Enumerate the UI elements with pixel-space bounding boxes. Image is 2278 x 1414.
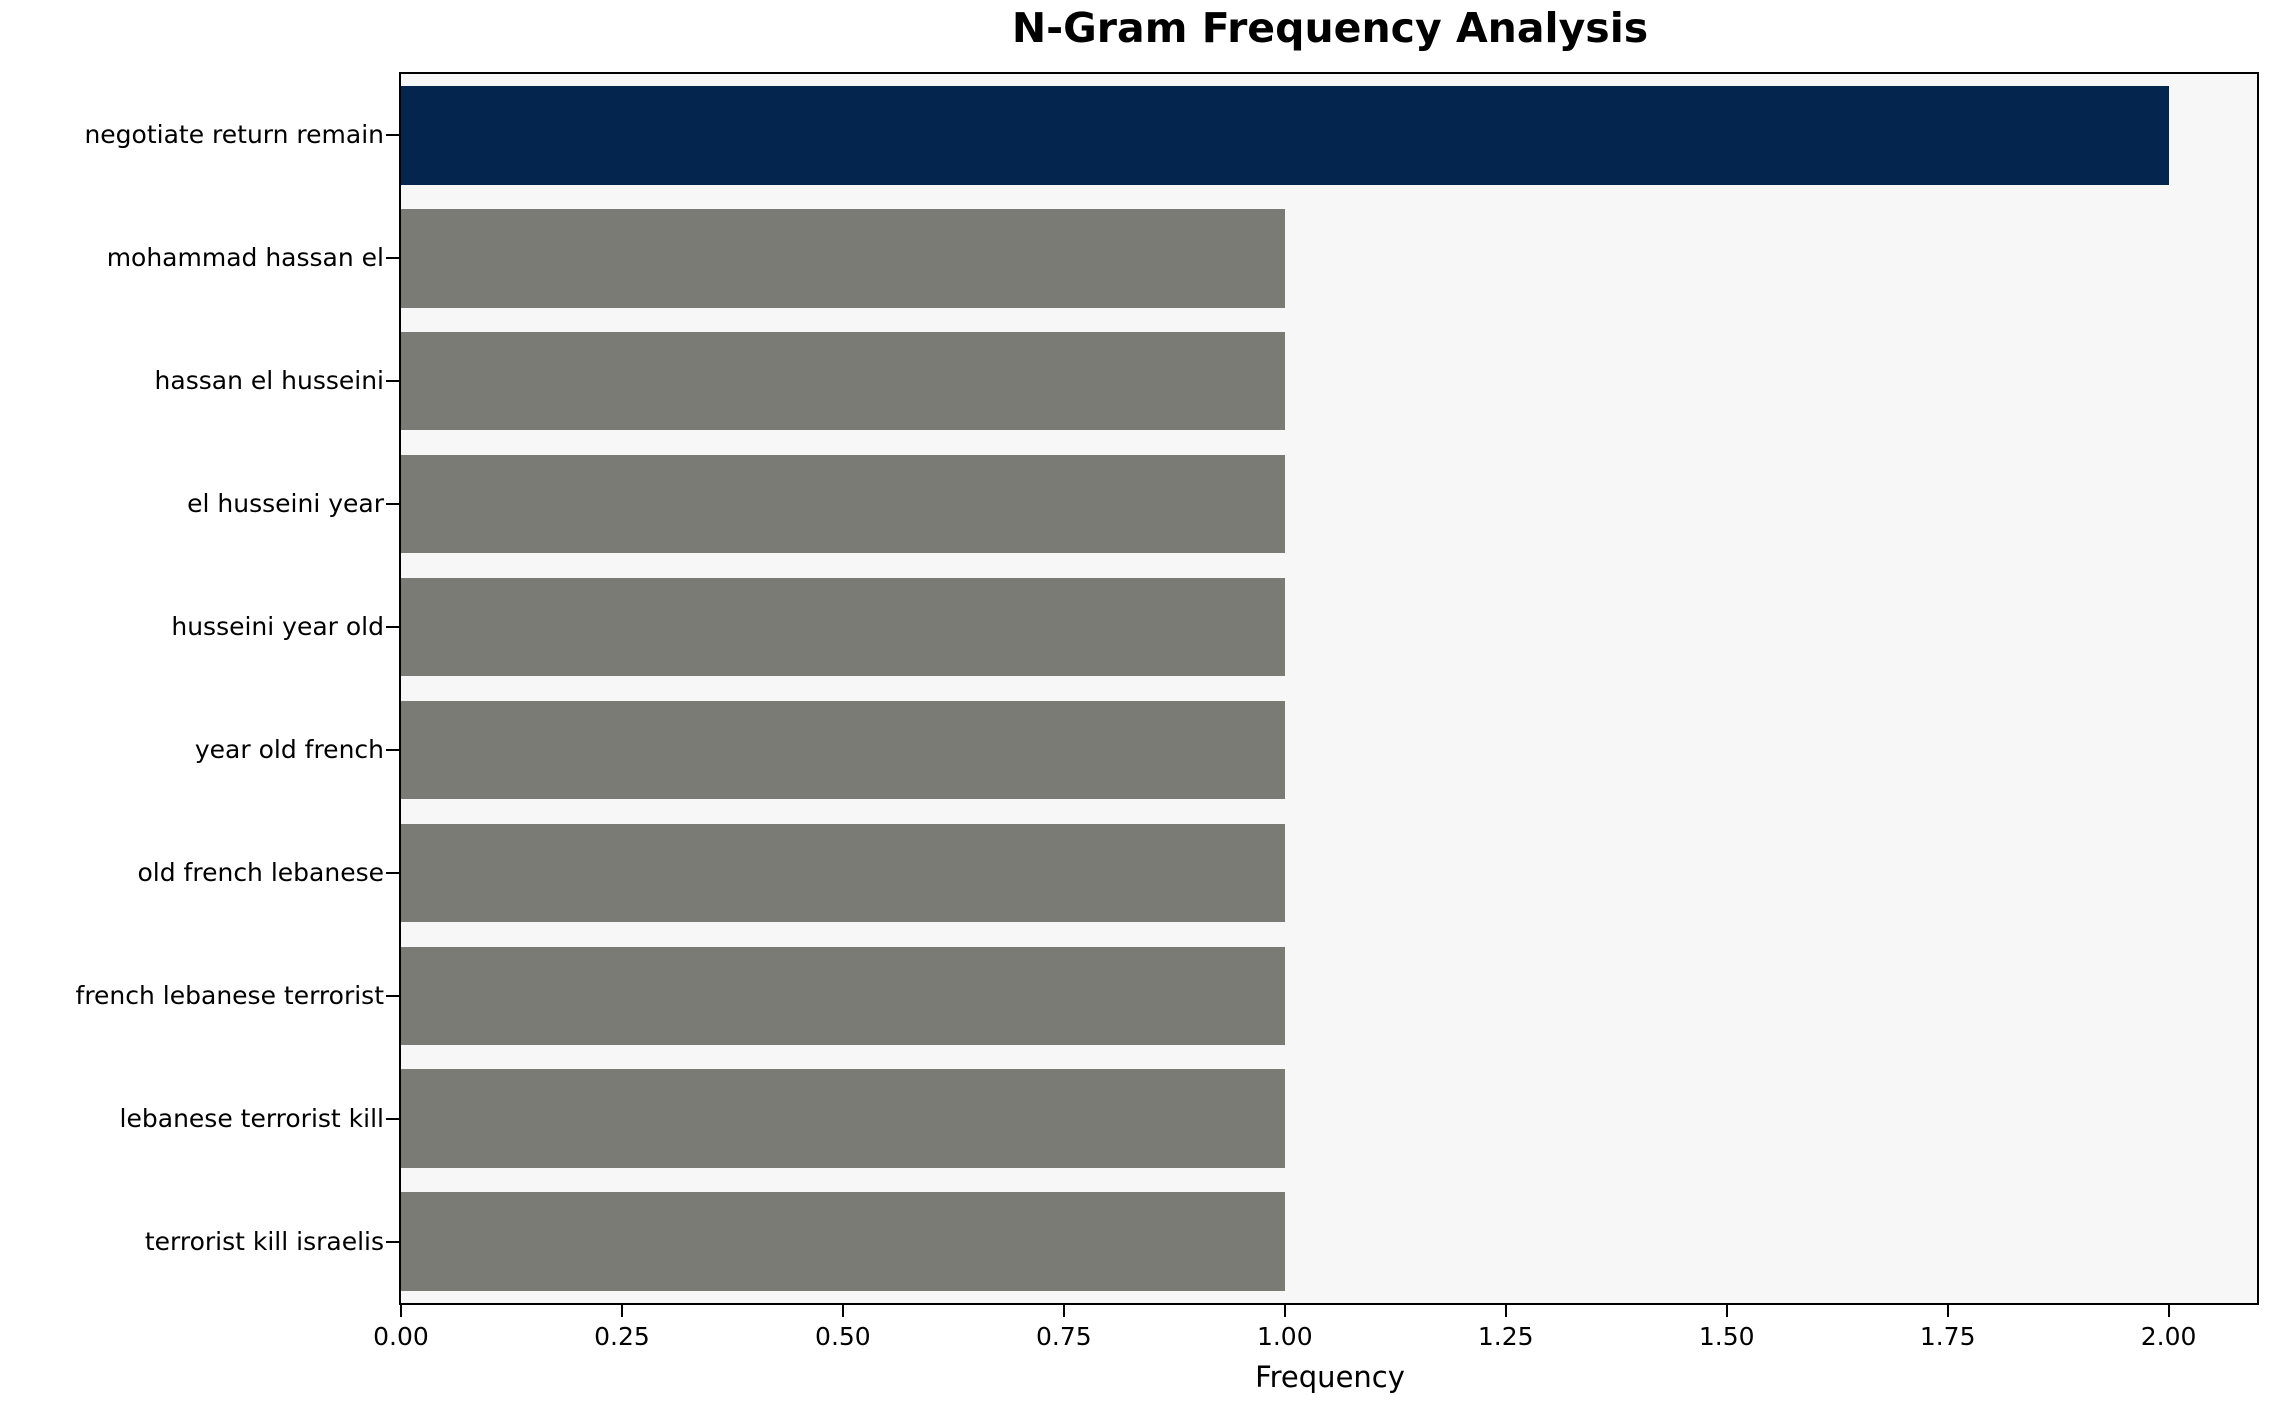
y-tick-label: old french lebanese <box>137 857 385 887</box>
y-tick-label: terrorist kill israelis <box>144 1226 384 1256</box>
x-tick-label: 0.50 <box>815 1322 871 1351</box>
y-tick-mark <box>386 748 399 751</box>
y-tick-mark <box>386 134 399 137</box>
x-axis-label: Frequency <box>1255 1360 1405 1394</box>
x-tick-label: 0.75 <box>1036 1322 1092 1351</box>
bar <box>401 209 1285 308</box>
bar <box>401 577 1285 677</box>
x-tick-mark <box>1062 1305 1065 1317</box>
x-tick-mark <box>1946 1305 1949 1317</box>
y-tick-label: mohammad hassan el <box>106 243 384 273</box>
y-tick-label: negotiate return remain <box>84 120 384 150</box>
x-tick-mark <box>841 1305 844 1317</box>
y-tick-label: hassan el husseini <box>154 366 384 396</box>
chart-title: N-Gram Frequency Analysis <box>1011 4 1649 52</box>
bar <box>401 1192 1285 1291</box>
y-tick-mark <box>386 503 399 506</box>
x-tick-mark <box>1725 1305 1728 1317</box>
y-tick-mark <box>386 994 399 997</box>
y-tick-mark <box>386 380 399 383</box>
y-tick-label: french lebanese terrorist <box>75 980 384 1010</box>
x-tick-label: 2.00 <box>2140 1322 2197 1351</box>
y-tick-label: year old french <box>194 734 384 764</box>
x-tick-label: 1.50 <box>1698 1322 1755 1351</box>
y-tick-label: husseini year old <box>171 612 384 642</box>
y-tick-mark <box>386 257 399 260</box>
x-tick-label: 1.00 <box>1256 1322 1313 1351</box>
bar <box>401 332 1285 431</box>
bar <box>401 1069 1285 1168</box>
y-tick-mark <box>386 1240 399 1243</box>
y-tick-label: el husseini year <box>187 489 384 519</box>
bar <box>401 86 2169 185</box>
bar <box>401 946 1285 1045</box>
x-tick-mark <box>400 1305 402 1317</box>
y-tick-mark <box>386 871 399 874</box>
x-tick-mark <box>2167 1305 2170 1317</box>
y-tick-mark <box>386 626 399 629</box>
x-tick-label: 1.25 <box>1477 1322 1534 1351</box>
bar <box>401 454 1285 554</box>
x-tick-label: 0.25 <box>594 1322 650 1351</box>
bar <box>401 823 1285 922</box>
y-tick-label: lebanese terrorist kill <box>119 1103 384 1133</box>
y-tick-mark <box>386 1117 399 1120</box>
x-tick-mark <box>1283 1305 1286 1317</box>
x-tick-label: 0.00 <box>373 1322 429 1351</box>
x-tick-label: 1.75 <box>1919 1322 1976 1351</box>
bar <box>401 700 1285 800</box>
plot-area <box>399 72 2259 1305</box>
x-tick-mark <box>1504 1305 1507 1317</box>
x-tick-mark <box>620 1305 623 1317</box>
